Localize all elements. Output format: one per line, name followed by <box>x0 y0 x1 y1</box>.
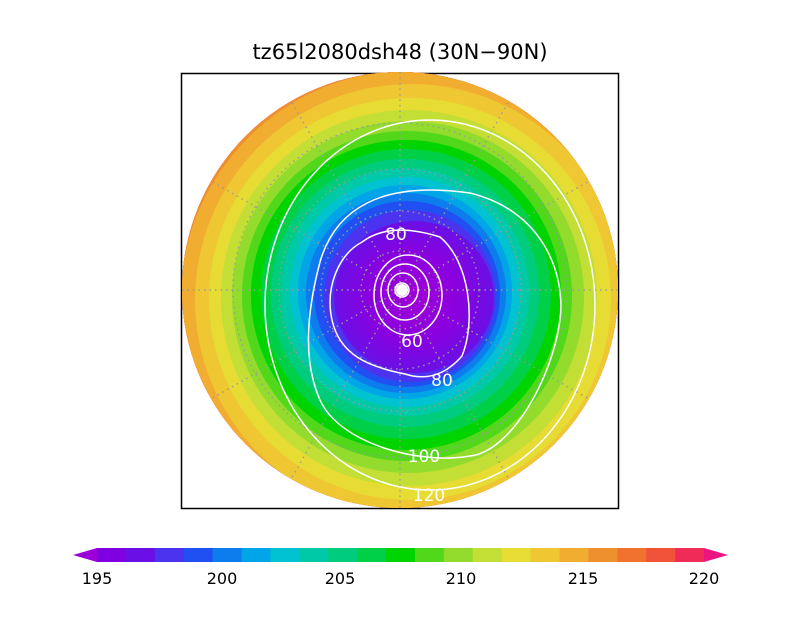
colorbar-cell <box>588 548 618 562</box>
colorbar-cell <box>704 548 728 562</box>
contour-lines <box>264 119 596 491</box>
contour-label: 120 <box>413 486 445 506</box>
colorbar-cell <box>97 548 127 562</box>
colorbar-cell <box>73 548 97 562</box>
colorbar-cell <box>299 548 329 562</box>
colorbar-tick-label: 215 <box>568 569 599 588</box>
colorbar-cell <box>357 548 387 562</box>
colorbar-cell <box>212 548 243 562</box>
colorbar-cell <box>530 548 561 562</box>
colorbar-cell <box>270 548 300 562</box>
colorbar-tick-label: 205 <box>325 569 356 588</box>
colorbar-cell <box>328 548 358 562</box>
colorbar-cell <box>241 548 272 562</box>
colorbar-cell <box>443 548 474 562</box>
colorbar: 195 200 205 210 215 220 <box>73 548 728 588</box>
colorbar-cell <box>125 548 156 562</box>
colorbar-cell <box>675 548 705 562</box>
contour-label: 80 <box>385 225 407 245</box>
colorbar-tick-label: 195 <box>82 569 113 588</box>
map-title: tz65l2080dsh48 (30N−90N) <box>252 40 547 64</box>
colorbar-cell <box>501 548 532 562</box>
contour-label: 100 <box>408 447 440 467</box>
contour-label: 60 <box>401 332 423 352</box>
colorbar-cell <box>559 548 589 562</box>
contour-label: 80 <box>431 371 453 391</box>
colorbar-tick-label: 200 <box>207 569 238 588</box>
colorbar-cell <box>183 548 214 562</box>
colorbar-tick-label: 210 <box>446 569 477 588</box>
colorbar-cell <box>617 548 647 562</box>
temperature-field <box>182 72 618 508</box>
colorbar-tick-label: 220 <box>689 569 720 588</box>
colorbar-cell <box>646 548 676 562</box>
colorbar-cell <box>386 548 416 562</box>
pole-marker <box>396 284 408 296</box>
colorbar-cell <box>414 548 445 562</box>
colorbar-cell <box>154 548 185 562</box>
colorbar-cell <box>472 548 503 562</box>
